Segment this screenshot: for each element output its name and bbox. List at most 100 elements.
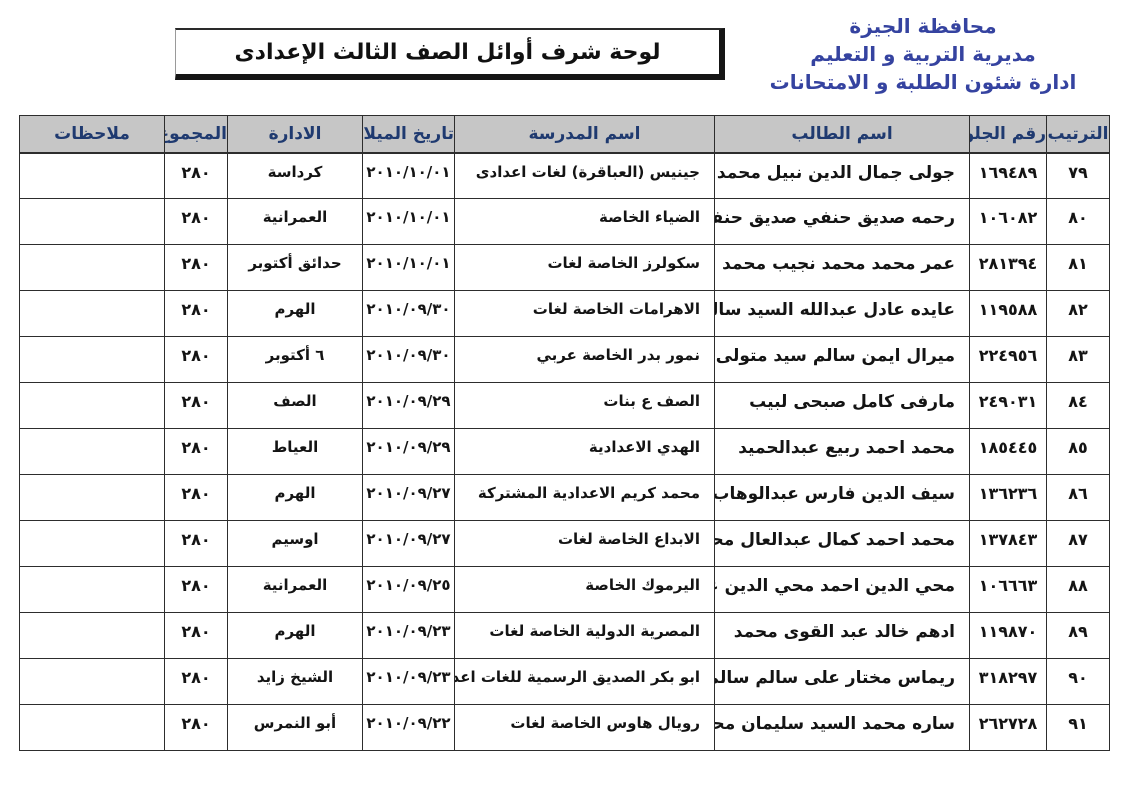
cell-school-name: نمور بدر الخاصة عربي xyxy=(454,336,715,383)
cell-student-name: ساره محمد السيد سليمان محمد سليمان xyxy=(714,704,970,751)
table-header-row: الترتيب رقم الجلوس اسم الطالب اسم المدرس… xyxy=(19,115,1110,154)
cell-student-name: عمر محمد محمد نجيب محمد الجمل xyxy=(714,244,970,291)
cell-notes xyxy=(19,428,165,475)
cell-student-name: محمد احمد كمال عبدالعال محجوب xyxy=(714,520,970,567)
table-row: ٨٣ ٢٢٤٩٥٦ ميرال ايمن سالم سيد متولى نمور… xyxy=(19,336,1110,383)
cell-administration: العياط xyxy=(227,428,363,475)
cell-seat-number: ٢٤٩٠٣١ xyxy=(969,382,1047,429)
cell-student-name: عايده عادل عبدالله السيد سالم xyxy=(714,290,970,337)
cell-administration: ٦ أكتوبر xyxy=(227,336,363,383)
cell-notes xyxy=(19,336,165,383)
cell-student-name: محمد احمد ربيع عبدالحميد xyxy=(714,428,970,475)
cell-school-name: جينيس (العباقرة) لغات اعدادى xyxy=(454,152,715,199)
cell-school-name: الاهرامات الخاصة لغات xyxy=(454,290,715,337)
cell-student-name: محي الدين احمد محي الدين عبداللطيف xyxy=(714,566,970,613)
cell-administration: العمرانية xyxy=(227,566,363,613)
table-row: ٨٨ ١٠٦٦٦٣ محي الدين احمد محي الدين عبدال… xyxy=(19,566,1110,613)
cell-birthdate: ٢٠١٠/٠٩/٢٣ xyxy=(362,658,455,705)
cell-student-name: ميرال ايمن سالم سيد متولى xyxy=(714,336,970,383)
cell-seat-number: ٢٢٤٩٥٦ xyxy=(969,336,1047,383)
cell-total: ٢٨٠ xyxy=(164,658,228,705)
cell-student-name: ريماس مختار على سالم سالم قنديل xyxy=(714,658,970,705)
column-header-seat-number: رقم الجلوس xyxy=(969,115,1047,154)
table-row: ٧٩ ١٦٩٤٨٩ جولى جمال الدين نبيل محمد العا… xyxy=(19,152,1110,199)
cell-school-name: رويال هاوس الخاصة لغات xyxy=(454,704,715,751)
cell-notes xyxy=(19,612,165,659)
table-row: ٨٧ ١٣٧٨٤٣ محمد احمد كمال عبدالعال محجوب … xyxy=(19,520,1110,567)
cell-rank: ٩٠ xyxy=(1046,658,1110,705)
page-title: لوحة شرف أوائل الصف الثالث الإعدادى xyxy=(234,39,661,65)
cell-seat-number: ١٣٧٨٤٣ xyxy=(969,520,1047,567)
cell-seat-number: ١٠٦٦٦٣ xyxy=(969,566,1047,613)
cell-birthdate: ٢٠١٠/١٠/٠١ xyxy=(362,152,455,199)
cell-administration: العمرانية xyxy=(227,198,363,245)
cell-seat-number: ٢٦٢٧٢٨ xyxy=(969,704,1047,751)
cell-administration: كرداسة xyxy=(227,152,363,199)
letterhead-line-department: ادارة شئون الطلبة و الامتحانات xyxy=(769,70,1077,94)
column-header-total: المجموع xyxy=(164,115,228,154)
cell-school-name: المصرية الدولية الخاصة لغات xyxy=(454,612,715,659)
letterhead-line-directorate: مديرية التربية و التعليم xyxy=(810,42,1036,66)
column-header-rank: الترتيب xyxy=(1046,115,1110,154)
title-box: لوحة شرف أوائل الصف الثالث الإعدادى xyxy=(175,28,725,80)
cell-birthdate: ٢٠١٠/٠٩/٢٩ xyxy=(362,428,455,475)
cell-school-name: الصف ع بنات xyxy=(454,382,715,429)
cell-seat-number: ١٨٥٤٤٥ xyxy=(969,428,1047,475)
cell-total: ٢٨٠ xyxy=(164,566,228,613)
cell-administration: اوسيم xyxy=(227,520,363,567)
cell-school-name: ابو بكر الصديق الرسمية للغات اعدادى xyxy=(454,658,715,705)
cell-administration: أبو النمرس xyxy=(227,704,363,751)
table-row: ٨٠ ١٠٦٠٨٢ رحمه صديق حنفي صديق حنفي الضيا… xyxy=(19,198,1110,245)
cell-rank: ٨١ xyxy=(1046,244,1110,291)
column-header-school-name: اسم المدرسة xyxy=(454,115,715,154)
cell-rank: ٨٢ xyxy=(1046,290,1110,337)
cell-school-name: الابداع الخاصة لغات xyxy=(454,520,715,567)
cell-administration: الهرم xyxy=(227,290,363,337)
cell-administration: الهرم xyxy=(227,474,363,521)
cell-total: ٢٨٠ xyxy=(164,704,228,751)
table-row: ٨١ ٢٨١٣٩٤ عمر محمد محمد نجيب محمد الجمل … xyxy=(19,244,1110,291)
cell-notes xyxy=(19,520,165,567)
cell-birthdate: ٢٠١٠/١٠/٠١ xyxy=(362,244,455,291)
cell-total: ٢٨٠ xyxy=(164,336,228,383)
cell-total: ٢٨٠ xyxy=(164,428,228,475)
table-row: ٨٥ ١٨٥٤٤٥ محمد احمد ربيع عبدالحميد الهدي… xyxy=(19,428,1110,475)
cell-notes xyxy=(19,244,165,291)
cell-notes xyxy=(19,658,165,705)
cell-total: ٢٨٠ xyxy=(164,382,228,429)
cell-rank: ٧٩ xyxy=(1046,152,1110,199)
cell-school-name: اليرموك الخاصة xyxy=(454,566,715,613)
cell-rank: ٨٩ xyxy=(1046,612,1110,659)
column-header-notes: ملاحظات xyxy=(19,115,165,154)
document-header: محافظة الجيزة مديرية التربية و التعليم ا… xyxy=(0,0,1122,112)
cell-school-name: الضياء الخاصة xyxy=(454,198,715,245)
cell-student-name: سيف الدين فارس عبدالوهاب ابراهيم xyxy=(714,474,970,521)
cell-rank: ٨٧ xyxy=(1046,520,1110,567)
cell-total: ٢٨٠ xyxy=(164,474,228,521)
letterhead-line-governorate: محافظة الجيزة xyxy=(849,14,997,38)
cell-rank: ٨٨ xyxy=(1046,566,1110,613)
cell-administration: الصف xyxy=(227,382,363,429)
table-row: ٩٠ ٣١٨٢٩٧ ريماس مختار على سالم سالم قندي… xyxy=(19,658,1110,705)
cell-birthdate: ٢٠١٠/٠٩/٣٠ xyxy=(362,336,455,383)
letterhead: محافظة الجيزة مديرية التربية و التعليم ا… xyxy=(738,12,1108,96)
cell-birthdate: ٢٠١٠/٠٩/٢٣ xyxy=(362,612,455,659)
table-row: ٨٦ ١٣٦٢٣٦ سيف الدين فارس عبدالوهاب ابراه… xyxy=(19,474,1110,521)
cell-school-name: الهدي الاعدادية xyxy=(454,428,715,475)
cell-school-name: محمد كريم الاعدادية المشتركة xyxy=(454,474,715,521)
cell-birthdate: ٢٠١٠/٠٩/٢٧ xyxy=(362,520,455,567)
cell-seat-number: ١١٩٨٧٠ xyxy=(969,612,1047,659)
cell-rank: ٨٣ xyxy=(1046,336,1110,383)
cell-administration: الهرم xyxy=(227,612,363,659)
cell-student-name: رحمه صديق حنفي صديق حنفي xyxy=(714,198,970,245)
cell-birthdate: ٢٠١٠/٠٩/٢٩ xyxy=(362,382,455,429)
table-row: ٨٩ ١١٩٨٧٠ ادهم خالد عبد القوى محمد المصر… xyxy=(19,612,1110,659)
cell-seat-number: ١٠٦٠٨٢ xyxy=(969,198,1047,245)
cell-notes xyxy=(19,152,165,199)
cell-birthdate: ٢٠١٠/٠٩/٢٢ xyxy=(362,704,455,751)
cell-notes xyxy=(19,474,165,521)
column-header-birthdate: تاريخ الميلاد xyxy=(362,115,455,154)
cell-student-name: ادهم خالد عبد القوى محمد xyxy=(714,612,970,659)
cell-seat-number: ٢٨١٣٩٤ xyxy=(969,244,1047,291)
